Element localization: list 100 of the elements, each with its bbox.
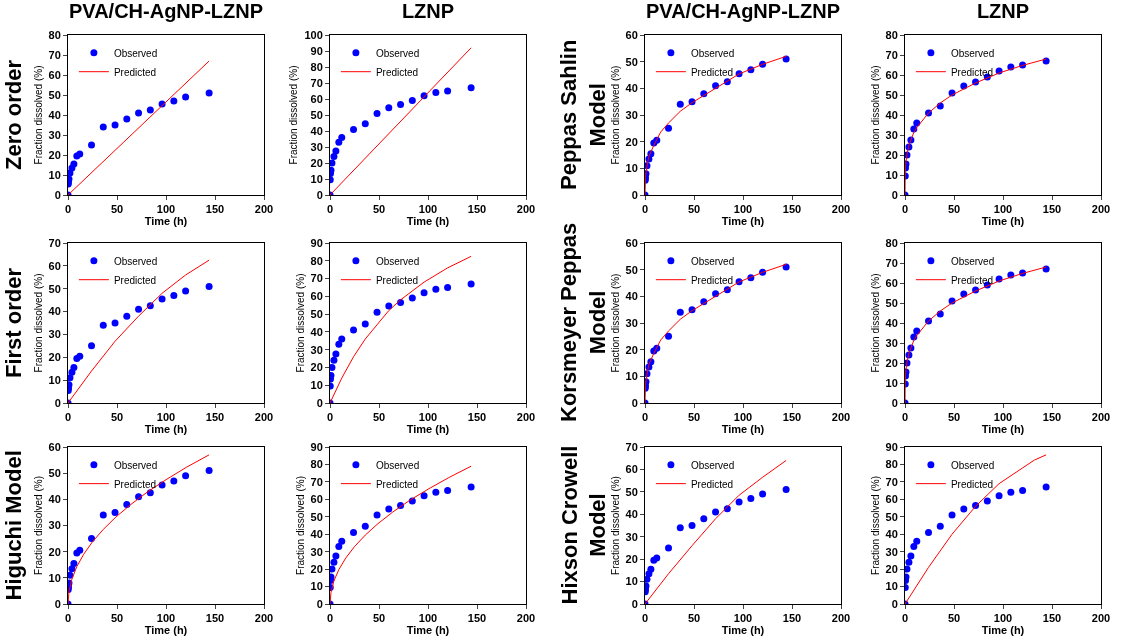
point <box>1042 483 1050 491</box>
y-axis-title: Fraction dissolved (%) <box>288 65 300 165</box>
point <box>665 332 673 340</box>
y-axis-title: Fraction dissolved (%) <box>294 273 306 373</box>
y-tick-label: 80 <box>310 254 323 267</box>
x-tick-label: 50 <box>687 203 701 216</box>
point <box>330 558 338 566</box>
y-tick-label: 0 <box>631 188 638 201</box>
point <box>397 101 405 109</box>
point <box>350 125 358 133</box>
y-tick-label: 50 <box>48 282 61 295</box>
y-tick-label: 10 <box>310 172 323 185</box>
point <box>99 511 107 519</box>
point <box>88 342 96 350</box>
y-tick-label: 90 <box>885 440 898 453</box>
legend-label: Observed <box>375 47 420 59</box>
point <box>444 283 452 291</box>
x-tick-label: 0 <box>64 612 72 625</box>
y-tick-label: 20 <box>625 552 638 565</box>
legend-label: Observed <box>690 459 735 471</box>
point <box>665 544 673 552</box>
y-tick-label: 60 <box>625 28 638 41</box>
x-tick-label: 200 <box>1091 203 1111 216</box>
x-tick-label: 150 <box>205 612 225 625</box>
y-tick-label: 70 <box>310 76 323 89</box>
point <box>676 524 684 532</box>
y-tick-label: 60 <box>310 493 323 506</box>
y-tick-label: 60 <box>625 463 638 476</box>
y-axis-title: Fraction dissolved (%) <box>609 65 621 165</box>
x-tick-label: 100 <box>993 612 1013 625</box>
point <box>759 490 767 498</box>
point <box>332 350 340 358</box>
y-tick-label: 60 <box>885 493 898 506</box>
point <box>432 488 440 496</box>
x-tick-label: 200 <box>831 203 851 216</box>
y-tick-label: 20 <box>310 361 323 374</box>
legend-label: Predicted <box>113 66 157 78</box>
point <box>467 280 475 288</box>
y-axis-title: Fraction dissolved (%) <box>869 476 881 575</box>
chart-title: LZNP <box>976 0 1030 22</box>
point <box>420 492 428 500</box>
line-series <box>645 459 787 604</box>
text: Higuchi Model <box>0 450 26 601</box>
y-tick-label: 0 <box>54 597 61 610</box>
legend-label: Observed <box>375 255 420 267</box>
point <box>205 467 213 475</box>
y-tick-label: 70 <box>48 48 61 61</box>
y-tick-label: 10 <box>48 373 61 386</box>
y-tick-label: 0 <box>891 396 898 409</box>
y-tick-label: 40 <box>310 528 323 541</box>
y-tick-label: 0 <box>54 188 61 201</box>
y-tick-label: 30 <box>885 545 898 558</box>
y-tick-label: 70 <box>885 48 898 61</box>
point <box>467 84 475 92</box>
point <box>70 559 78 567</box>
x-tick-label: 150 <box>1042 411 1062 424</box>
point <box>688 522 696 529</box>
x-tick-label: 150 <box>1042 612 1062 625</box>
point <box>647 565 655 573</box>
point <box>408 294 416 302</box>
y-tick-label: 70 <box>885 256 898 269</box>
x-tick-label: 150 <box>782 203 802 216</box>
y-axis-title: Fraction dissolved (%) <box>32 273 44 373</box>
y-tick-label: 50 <box>48 88 61 101</box>
point <box>135 305 143 313</box>
point <box>995 492 1003 500</box>
y-tick-label: 60 <box>48 259 61 272</box>
y-tick-label: 80 <box>885 28 898 41</box>
y-tick-label: 40 <box>885 316 898 329</box>
point <box>335 138 343 146</box>
point <box>350 326 358 334</box>
x-tick-label: 150 <box>782 612 802 625</box>
line-series <box>330 255 472 403</box>
y-tick-label: 50 <box>625 263 638 276</box>
chart-title: PVA/CH-AgNP-LZNP <box>68 0 264 22</box>
x-tick-label: 50 <box>110 411 124 424</box>
y-tick-label: 70 <box>310 272 323 285</box>
point <box>158 295 166 303</box>
point <box>330 363 336 371</box>
x-tick-label: 200 <box>831 411 851 424</box>
y-tick-label: 20 <box>310 562 323 575</box>
x-tick-label: 150 <box>782 411 802 424</box>
x-tick-label: 200 <box>1091 612 1111 625</box>
y-tick-label: 80 <box>48 28 61 41</box>
point <box>123 312 131 320</box>
x-tick-label: 0 <box>64 203 72 216</box>
y-tick-label: 50 <box>625 485 638 498</box>
point <box>373 308 381 316</box>
x-tick-label: 200 <box>254 612 274 625</box>
text: Zero order <box>1 59 26 170</box>
x-tick-label: 100 <box>733 612 753 625</box>
x-axis-title: Time (h) <box>144 624 188 637</box>
x-axis-title: Time (h) <box>721 215 765 228</box>
legend-label: Observed <box>113 47 158 59</box>
point <box>70 364 78 372</box>
x-tick-label: 100 <box>418 411 438 424</box>
text: Peppas Sahlin Model <box>556 39 610 190</box>
point <box>338 335 346 343</box>
x-tick-label: 200 <box>254 203 274 216</box>
y-tick-label: 40 <box>310 124 323 137</box>
